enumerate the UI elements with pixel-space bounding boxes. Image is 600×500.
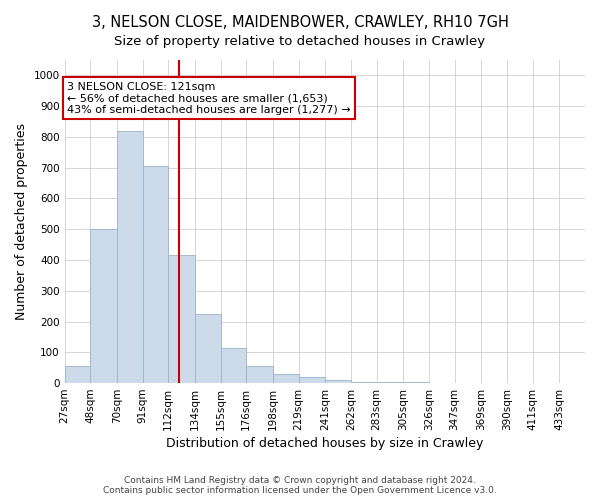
Y-axis label: Number of detached properties: Number of detached properties: [15, 123, 28, 320]
Bar: [221, 348, 246, 383]
Text: 3, NELSON CLOSE, MAIDENBOWER, CRAWLEY, RH10 7GH: 3, NELSON CLOSE, MAIDENBOWER, CRAWLEY, R…: [92, 15, 508, 30]
Bar: [246, 366, 273, 383]
Bar: [65, 366, 90, 383]
Bar: [377, 382, 403, 383]
Bar: [351, 382, 377, 383]
Bar: [168, 256, 195, 383]
Bar: [299, 377, 325, 383]
X-axis label: Distribution of detached houses by size in Crawley: Distribution of detached houses by size …: [166, 437, 484, 450]
Text: Size of property relative to detached houses in Crawley: Size of property relative to detached ho…: [115, 35, 485, 48]
Bar: [90, 229, 117, 383]
Bar: [325, 380, 351, 383]
Bar: [273, 374, 299, 383]
Bar: [143, 166, 168, 383]
Bar: [117, 131, 143, 383]
Text: 3 NELSON CLOSE: 121sqm
← 56% of detached houses are smaller (1,653)
43% of semi-: 3 NELSON CLOSE: 121sqm ← 56% of detached…: [67, 82, 350, 114]
Bar: [403, 382, 429, 383]
Bar: [195, 314, 221, 383]
Text: Contains HM Land Registry data © Crown copyright and database right 2024.
Contai: Contains HM Land Registry data © Crown c…: [103, 476, 497, 495]
